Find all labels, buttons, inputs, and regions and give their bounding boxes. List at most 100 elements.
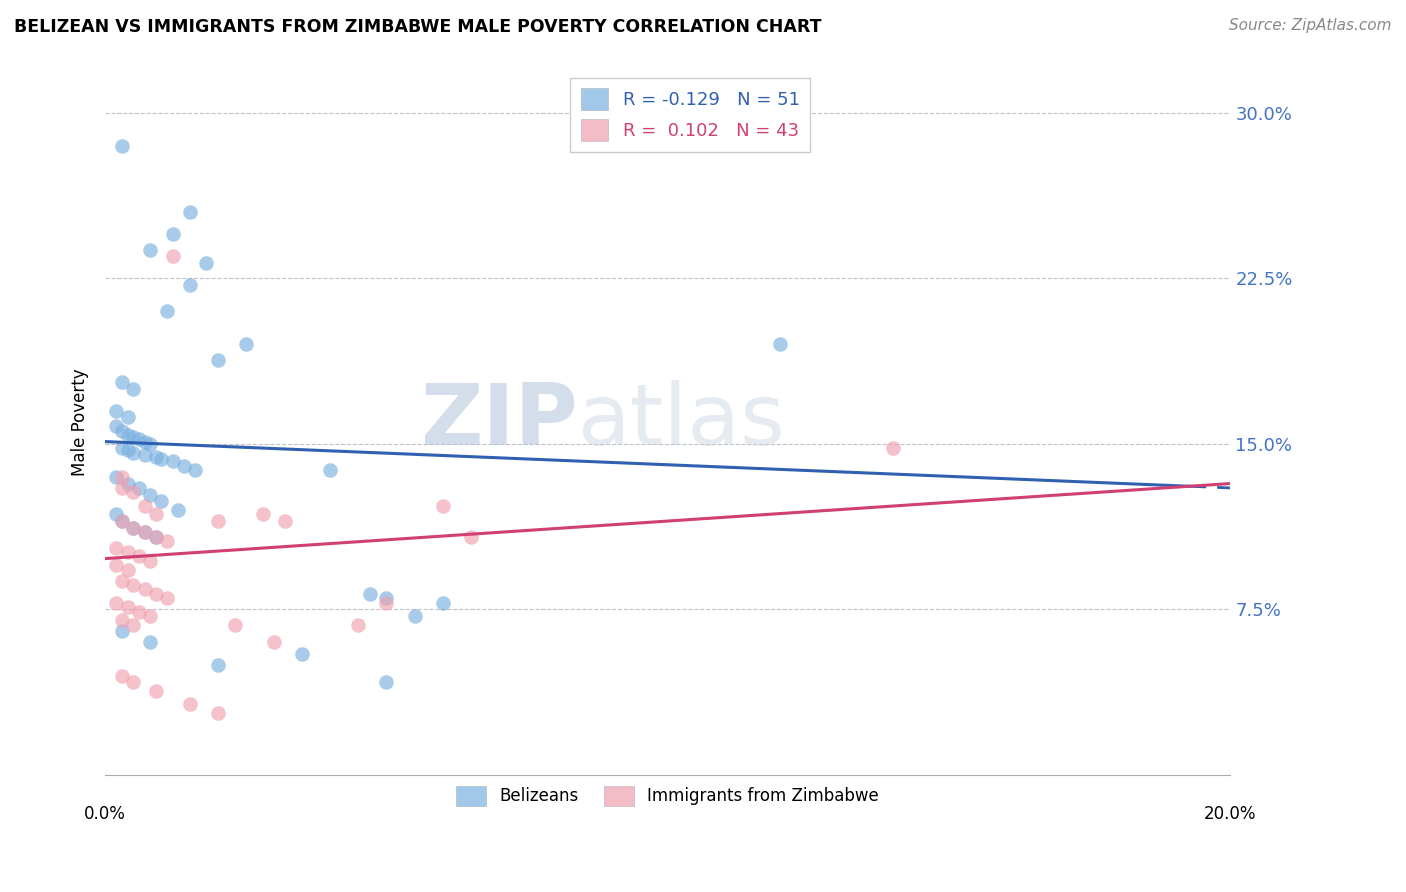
Point bbox=[105, 403, 128, 417]
Point bbox=[173, 458, 195, 473]
Point bbox=[122, 485, 145, 500]
Point bbox=[359, 587, 381, 601]
Point bbox=[432, 499, 454, 513]
Point bbox=[134, 582, 156, 597]
Point bbox=[167, 503, 190, 517]
Point bbox=[105, 419, 128, 434]
Point bbox=[319, 463, 342, 477]
Point bbox=[128, 433, 150, 447]
Point bbox=[179, 698, 201, 712]
Point bbox=[156, 533, 179, 548]
Point bbox=[122, 430, 145, 444]
Point bbox=[111, 138, 134, 153]
Point bbox=[111, 668, 134, 682]
Point bbox=[252, 508, 274, 522]
Point bbox=[139, 635, 162, 649]
Point bbox=[145, 529, 167, 543]
Point bbox=[105, 508, 128, 522]
Point bbox=[122, 617, 145, 632]
Point bbox=[882, 441, 904, 455]
Point bbox=[111, 614, 134, 628]
Point bbox=[105, 558, 128, 573]
Point bbox=[111, 514, 134, 528]
Point bbox=[117, 476, 139, 491]
Text: 0.0%: 0.0% bbox=[84, 805, 127, 823]
Point bbox=[139, 554, 162, 568]
Point bbox=[224, 617, 246, 632]
Y-axis label: Male Poverty: Male Poverty bbox=[72, 368, 89, 475]
Point bbox=[162, 249, 184, 263]
Point bbox=[432, 596, 454, 610]
Point bbox=[195, 256, 218, 270]
Point bbox=[207, 706, 229, 720]
Point bbox=[347, 617, 370, 632]
Point bbox=[207, 657, 229, 672]
Point bbox=[105, 596, 128, 610]
Point bbox=[111, 375, 134, 389]
Point bbox=[122, 521, 145, 535]
Text: atlas: atlas bbox=[578, 380, 786, 463]
Point bbox=[375, 675, 398, 690]
Text: Source: ZipAtlas.com: Source: ZipAtlas.com bbox=[1229, 18, 1392, 33]
Point bbox=[105, 470, 128, 484]
Point bbox=[145, 684, 167, 698]
Point bbox=[134, 434, 156, 449]
Point bbox=[134, 525, 156, 540]
Point bbox=[122, 445, 145, 459]
Point bbox=[179, 277, 201, 292]
Point bbox=[105, 541, 128, 555]
Point bbox=[117, 443, 139, 458]
Point bbox=[117, 563, 139, 577]
Point bbox=[128, 549, 150, 564]
Point bbox=[111, 470, 134, 484]
Point bbox=[117, 600, 139, 615]
Point bbox=[122, 675, 145, 690]
Point bbox=[162, 454, 184, 468]
Point bbox=[139, 609, 162, 624]
Point bbox=[117, 545, 139, 559]
Point bbox=[111, 624, 134, 639]
Point bbox=[404, 609, 426, 624]
Point bbox=[128, 605, 150, 619]
Point bbox=[111, 514, 134, 528]
Point bbox=[145, 450, 167, 464]
Point bbox=[263, 635, 285, 649]
Point bbox=[235, 337, 257, 351]
Point bbox=[111, 441, 134, 455]
Point bbox=[375, 591, 398, 606]
Legend: Belizeans, Immigrants from Zimbabwe: Belizeans, Immigrants from Zimbabwe bbox=[450, 779, 886, 813]
Point bbox=[274, 514, 297, 528]
Point bbox=[207, 514, 229, 528]
Point bbox=[145, 529, 167, 543]
Point bbox=[162, 227, 184, 241]
Text: ZIP: ZIP bbox=[420, 380, 578, 463]
Point bbox=[150, 452, 173, 467]
Point bbox=[139, 243, 162, 257]
Point bbox=[122, 521, 145, 535]
Point bbox=[291, 647, 314, 661]
Point bbox=[117, 428, 139, 442]
Point bbox=[207, 352, 229, 367]
Point bbox=[460, 529, 482, 543]
Text: 20.0%: 20.0% bbox=[1204, 805, 1257, 823]
Point bbox=[145, 508, 167, 522]
Point bbox=[111, 574, 134, 588]
Point bbox=[375, 596, 398, 610]
Point bbox=[156, 591, 179, 606]
Point bbox=[145, 587, 167, 601]
Text: BELIZEAN VS IMMIGRANTS FROM ZIMBABWE MALE POVERTY CORRELATION CHART: BELIZEAN VS IMMIGRANTS FROM ZIMBABWE MAL… bbox=[14, 18, 821, 36]
Point bbox=[150, 494, 173, 508]
Point bbox=[111, 481, 134, 495]
Point bbox=[134, 448, 156, 462]
Point bbox=[139, 487, 162, 501]
Point bbox=[179, 205, 201, 219]
Point bbox=[769, 337, 792, 351]
Point bbox=[122, 578, 145, 592]
Point bbox=[156, 304, 179, 318]
Point bbox=[122, 382, 145, 396]
Point bbox=[111, 424, 134, 438]
Point bbox=[128, 481, 150, 495]
Point bbox=[134, 525, 156, 540]
Point bbox=[117, 410, 139, 425]
Point bbox=[184, 463, 207, 477]
